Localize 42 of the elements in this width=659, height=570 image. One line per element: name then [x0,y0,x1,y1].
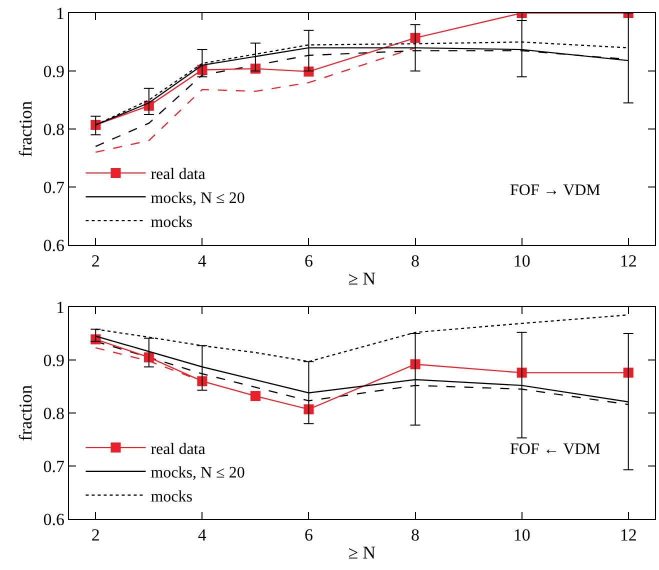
y-tick-label: 0.9 [43,62,64,81]
y-tick-label: 0.8 [43,120,64,139]
legend-label: real data [150,440,206,458]
x-tick-label: 10 [513,526,530,544]
legend-label: real data [150,166,206,184]
y-tick-label: 0.7 [43,178,65,197]
x-tick-label: 10 [513,252,530,270]
legend-label: mocks, N ≤ 20 [150,190,245,207]
point [250,391,260,402]
y-tick-label: 1 [56,298,64,317]
y-tick-label: 0.6 [43,236,64,255]
x-tick-label: 6 [304,526,313,544]
line-series [95,47,416,153]
x-tick-label: 12 [620,252,637,270]
x-tick-label: 2 [91,526,100,544]
x-tick-label: 8 [411,252,420,270]
legend-label: mocks [150,214,192,231]
point [516,368,527,378]
x-tick-label: 4 [198,252,207,270]
y-tick-label: 0.6 [43,510,64,529]
point [197,376,208,386]
x-tick-label: 12 [620,526,637,544]
x-tick-label: 8 [411,526,420,544]
y-tick-label: 0.9 [43,350,64,370]
y-axis-title: fraction [15,101,36,157]
x-tick-label: 4 [198,526,207,544]
y-tick-label: 1 [56,4,64,23]
point [410,359,420,370]
x-axis-title: ≥ N [348,268,376,289]
y-axis-title: fraction [15,385,36,441]
x-axis-title: ≥ N [348,542,376,563]
annotation: FOF ← VDM [510,441,600,458]
x-tick-label: 2 [91,252,100,270]
point [623,368,634,378]
legend-label: mocks, N ≤ 20 [150,464,245,482]
point [410,32,420,43]
point [304,404,314,414]
x-tick-label: 6 [304,252,313,270]
y-tick-label: 0.8 [43,404,64,423]
legend-label: mocks [150,488,192,506]
y-tick-label: 0.7 [43,456,65,476]
annotation: FOF → VDM [510,182,600,199]
